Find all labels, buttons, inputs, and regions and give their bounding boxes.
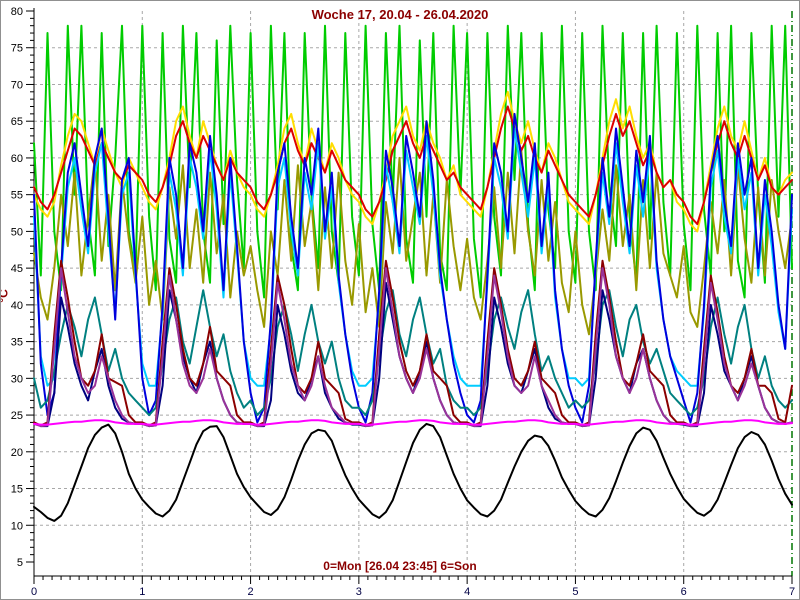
y-tick-label: 5	[17, 557, 23, 569]
y-tick-label: 10	[11, 520, 23, 532]
series-line-blue	[33, 112, 793, 424]
x-tick-label: 7	[789, 586, 795, 598]
y-tick-label: 40	[11, 300, 23, 312]
series-line-red	[33, 105, 793, 226]
x-tick-label: 2	[248, 586, 254, 598]
x-tick-label: 6	[681, 586, 687, 598]
y-tick-label: 30	[11, 373, 23, 385]
x-tick-label: 4	[464, 586, 470, 598]
y-tick-label: 75	[11, 43, 23, 55]
y-tick-label: 25	[11, 410, 23, 422]
series-line-green	[33, 24, 793, 299]
y-tick-label: 35	[11, 337, 23, 349]
chart-title: Woche 17, 20.04 - 26.04.2020	[311, 7, 489, 22]
series-line-black	[33, 422, 793, 522]
x-tick-label: 0	[31, 586, 37, 598]
y-tick-label: 50	[11, 226, 23, 238]
series-line-teal	[33, 289, 793, 417]
y-tick-label: 70	[11, 79, 23, 91]
x-tick-label: 3	[356, 586, 362, 598]
x-tick-label: 5	[572, 586, 578, 598]
x-axis-annotation: 0=Mon [26.04 23:45] 6=Son	[323, 559, 477, 573]
x-tick-label: 1	[139, 586, 145, 598]
y-tick-label: 20	[11, 447, 23, 459]
series-line-purple	[33, 267, 793, 428]
y-tick-label: 80	[11, 6, 23, 18]
y-tick-label: 45	[11, 263, 23, 275]
y-tick-label: 65	[11, 116, 23, 128]
series-line-maroon	[33, 259, 793, 427]
y-tick-label: 15	[11, 484, 23, 496]
y-tick-label: 55	[11, 190, 23, 202]
series-line-olive	[33, 149, 793, 336]
y-axis-unit-label: °C	[0, 289, 11, 303]
series-line-magenta	[33, 419, 793, 426]
y-tick-label: 60	[11, 153, 23, 165]
